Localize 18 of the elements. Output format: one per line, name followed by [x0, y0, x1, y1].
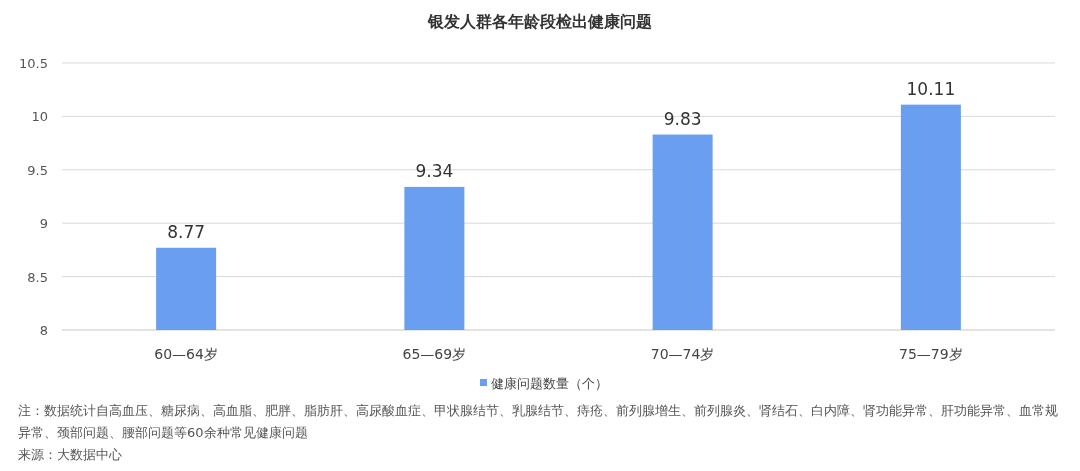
data-label: 10.11 [906, 78, 956, 99]
y-tick-label: 10 [31, 109, 48, 125]
chart-title: 银发人群各年龄段检出健康问题 [427, 12, 652, 31]
x-tick-label: 60—64岁 [154, 346, 218, 362]
y-tick-label: 9 [39, 216, 48, 232]
y-tick-label: 10.5 [19, 56, 48, 71]
text: 注：数据统计自高血压、糖尿病、高血脂、肥胖、脂肪肝、高尿酸血症、甲状腺结节、乳腺结节、痔疮、前列腺增生、前列腺炎、肾结石、白内障、肾功能异常、肝功能异常、血常规异常、颈部问题、腰部问题等60余种常见健康问题 [18, 402, 1058, 442]
x-tick-label: 70—74岁 [650, 346, 715, 362]
x-tick-label: 75—79岁 [899, 346, 963, 362]
legend-label: 健康问题数量（个） [491, 376, 608, 391]
data-label: 9.34 [415, 160, 454, 181]
data-label: 8.77 [167, 221, 206, 242]
y-tick-label: 8.5 [27, 269, 48, 285]
y-tick-label: 8 [39, 323, 48, 338]
x-tick-label: 65—69岁 [402, 346, 467, 362]
data-label: 9.83 [663, 108, 702, 129]
source-note: 来源：大数据中心 [18, 446, 123, 464]
y-tick-label: 9.5 [27, 162, 48, 178]
